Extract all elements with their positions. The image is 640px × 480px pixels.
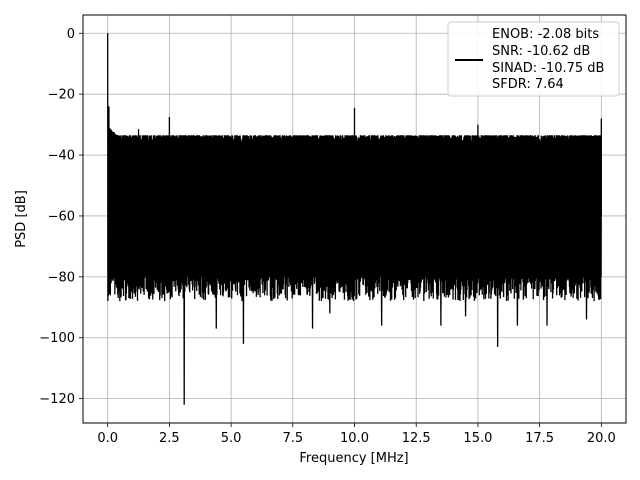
legend: ENOB: -2.08 bits SNR: -10.62 dB SINAD: -… bbox=[447, 21, 620, 97]
y-axis-ticks: 0 −20 −40 −60 −80 −100 −120 bbox=[39, 27, 83, 407]
x-axis-label: Frequency [MHz] bbox=[299, 451, 408, 466]
x-tick-label: 2.5 bbox=[159, 431, 180, 446]
x-tick-label: 0.0 bbox=[97, 431, 118, 446]
y-tick-label: 0 bbox=[67, 27, 75, 42]
x-tick-label: 7.5 bbox=[282, 431, 303, 446]
legend-box bbox=[447, 21, 620, 97]
x-tick-label: 17.5 bbox=[525, 431, 554, 446]
psd-line bbox=[107, 33, 602, 405]
y-tick-label: −60 bbox=[48, 209, 75, 224]
y-tick-label: −40 bbox=[48, 149, 75, 164]
legend-entry-snr: SNR: -10.62 dB bbox=[492, 44, 590, 59]
y-tick-label: −120 bbox=[39, 392, 75, 407]
x-axis-ticks: 0.0 2.5 5.0 7.5 10.0 12.5 15.0 17.5 20.0 bbox=[97, 423, 616, 446]
x-tick-label: 5.0 bbox=[221, 431, 242, 446]
x-tick-label: 20.0 bbox=[587, 431, 616, 446]
y-axis-label: PSD [dB] bbox=[14, 190, 29, 248]
x-tick-label: 10.0 bbox=[340, 431, 369, 446]
y-tick-label: −100 bbox=[39, 331, 75, 346]
legend-entry-sfdr: SFDR: 7.64 bbox=[492, 77, 564, 92]
psd-series bbox=[107, 33, 602, 405]
legend-entry-enob: ENOB: -2.08 bits bbox=[492, 27, 599, 42]
y-tick-label: −80 bbox=[48, 270, 75, 285]
y-tick-label: −20 bbox=[48, 88, 75, 103]
x-tick-label: 12.5 bbox=[402, 431, 431, 446]
legend-entry-sinad: SINAD: -10.75 dB bbox=[492, 61, 604, 76]
x-tick-label: 15.0 bbox=[463, 431, 492, 446]
